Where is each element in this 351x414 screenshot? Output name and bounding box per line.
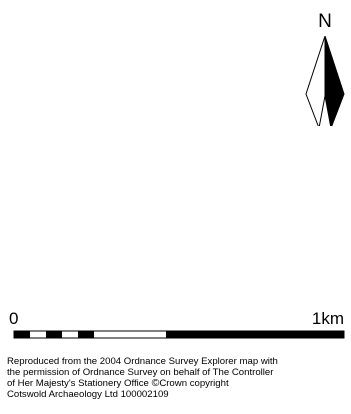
- scale-end-label: 1km: [311, 309, 344, 328]
- attribution-text: of Her Majesty's Stationery Office: [7, 378, 149, 389]
- north-arrow-icon: [305, 36, 345, 126]
- attribution-line: Cotswold Archaeology Ltd 100002109: [7, 389, 169, 400]
- attribution-text: Crown copyright: [159, 378, 229, 389]
- attribution-line: the permission of Ordnance Survey on beh…: [7, 367, 274, 378]
- scale-bar-icon: [13, 330, 345, 339]
- attribution-line: Reproduced from the 2004 Ordnance Survey…: [7, 356, 278, 367]
- north-arrow: N: [300, 11, 350, 126]
- map-attribution: Reproduced from the 2004 Ordnance Survey…: [7, 356, 347, 400]
- attribution-line: of Her Majesty's Stationery Office ©Crow…: [7, 377, 347, 390]
- scale-bar: 0 1km: [0, 310, 351, 342]
- copyright-icon: ©: [151, 377, 160, 389]
- north-label: N: [318, 11, 332, 32]
- scale-start-label: 0: [9, 309, 19, 328]
- map-edge-strip: [0, 0, 351, 5]
